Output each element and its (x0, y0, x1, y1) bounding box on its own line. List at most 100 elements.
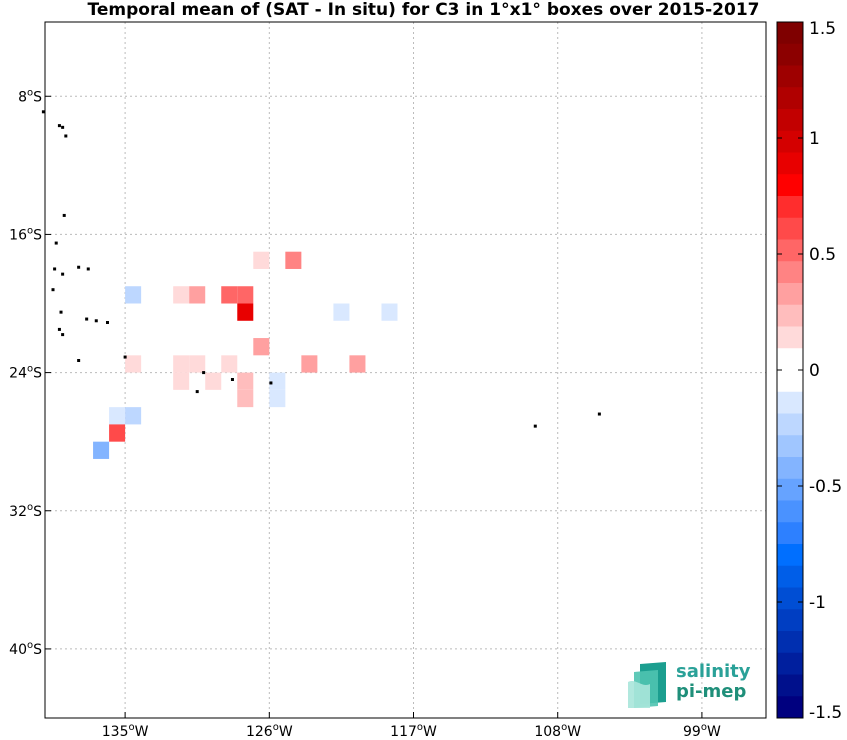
wave-logo-icon (628, 662, 666, 708)
degree-sign: o (27, 364, 33, 375)
y-tick-label: 24oS (9, 364, 42, 382)
island (57, 124, 61, 128)
data-cell (93, 441, 110, 459)
colorbar-segment (777, 500, 803, 523)
land-islands (41, 110, 601, 428)
data-cells (93, 251, 398, 459)
data-cell (125, 355, 142, 373)
island (86, 267, 90, 271)
degree-sign: o (701, 722, 707, 733)
island (195, 390, 199, 394)
degree-sign: o (561, 722, 567, 733)
island (202, 371, 206, 375)
island (77, 359, 81, 363)
colorbar-segment (777, 196, 803, 219)
data-cell (173, 355, 190, 373)
island (77, 265, 81, 269)
island (85, 317, 89, 321)
hemisphere: S (33, 642, 42, 658)
hemisphere: W (279, 724, 293, 740)
y-tick-label: 8oS (18, 87, 42, 105)
colorbar-segment (777, 304, 803, 327)
data-cell (381, 303, 398, 321)
colorbar-segment (777, 348, 803, 371)
data-cell (109, 407, 126, 425)
y-tick-label: 32oS (9, 502, 42, 520)
degree-sign: o (27, 502, 33, 513)
island (123, 355, 127, 359)
colorbar-tick-label: -0.5 (809, 477, 842, 497)
x-tick-label: 126oW (246, 722, 293, 740)
colorbar-segment (777, 391, 803, 414)
hemisphere: S (33, 89, 42, 105)
colorbar-segment (777, 587, 803, 610)
colorbar-segment (777, 674, 803, 697)
data-cell (237, 286, 254, 304)
colorbar-segment (777, 478, 803, 501)
degree-sign: o (128, 722, 134, 733)
x-tick-label: 135oW (102, 722, 149, 740)
island (51, 288, 55, 292)
colorbar-tick-label: -1 (809, 593, 826, 613)
colorbar-tick-label: 1 (809, 129, 820, 149)
island (269, 381, 273, 385)
hemisphere: W (567, 724, 581, 740)
degree-sign: o (27, 640, 33, 651)
data-cell (221, 286, 238, 304)
x-axis-ticks: 135oW 126oW 117oW 108oW 99oW (102, 712, 721, 740)
colorbar-segment (777, 435, 803, 458)
map-background (45, 22, 766, 718)
data-cell (253, 251, 270, 269)
x-tick-label: 108oW (534, 722, 581, 740)
colorbar-segment (777, 522, 803, 545)
logo-text-pi-mep: pi-mep (676, 681, 747, 702)
data-cell (237, 389, 254, 408)
data-cell (349, 355, 366, 373)
colorbar-segment (777, 544, 803, 567)
island (59, 310, 63, 314)
island (105, 321, 109, 325)
island (61, 272, 65, 276)
colorbar-segment (777, 22, 803, 45)
colorbar-segment (777, 413, 803, 436)
map-frame (44, 21, 767, 719)
salinity-pi-mep-logo: salinity pi-mep (626, 658, 758, 710)
island (41, 110, 45, 114)
hemisphere: S (33, 227, 42, 243)
colorbar-tick-label: 1.5 (809, 19, 836, 39)
island (94, 319, 98, 323)
y-tick-label: 40oS (9, 640, 42, 658)
island (61, 125, 65, 129)
map-title: Temporal mean of (SAT - In situ) for C3 … (87, 0, 760, 20)
colorbar-segment (777, 217, 803, 240)
y-axis-ticks: 8oS 16oS 24oS 32oS 40oS (9, 87, 51, 658)
x-tick-label: 117oW (390, 722, 437, 740)
colorbar-segment (777, 652, 803, 675)
hemisphere: W (135, 724, 149, 740)
colorbar-segment (777, 609, 803, 632)
data-cell (125, 407, 142, 425)
y-tick-label: 16oS (9, 225, 42, 243)
colorbar-segment (777, 152, 803, 175)
colorbar-segment (777, 696, 803, 719)
hemisphere: W (423, 724, 437, 740)
data-cell (237, 372, 254, 390)
colorbar-segment (777, 65, 803, 88)
colorbar-segment (777, 87, 803, 110)
data-cell (301, 355, 318, 373)
data-cell (253, 338, 270, 356)
colorbar-tick-label: 0.5 (809, 245, 836, 265)
colorbar-segment (777, 261, 803, 284)
colorbar-segment (777, 130, 803, 153)
hemisphere: S (33, 504, 42, 520)
data-cell (125, 286, 142, 304)
island (57, 327, 61, 331)
colorbar-segment (777, 631, 803, 654)
colorbar-segment (777, 283, 803, 306)
colorbar-segment (777, 239, 803, 262)
logo-text-salinity: salinity (676, 661, 751, 682)
island (533, 424, 537, 428)
data-cell (173, 286, 190, 304)
island (54, 241, 58, 245)
